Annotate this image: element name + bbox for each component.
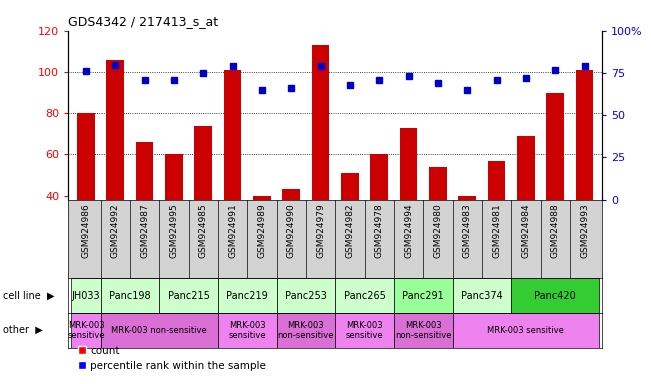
- Text: GSM924995: GSM924995: [169, 204, 178, 258]
- Bar: [429, 167, 447, 278]
- Text: cell line  ▶: cell line ▶: [3, 291, 55, 301]
- Text: MRK-003
sensitive: MRK-003 sensitive: [229, 321, 266, 340]
- Text: Panc265: Panc265: [344, 291, 385, 301]
- Text: MRK-003
sensitive: MRK-003 sensitive: [346, 321, 383, 340]
- Bar: [517, 136, 534, 278]
- Bar: [218, 278, 277, 313]
- Bar: [452, 313, 599, 348]
- Text: GSM924984: GSM924984: [521, 204, 531, 258]
- Text: GSM924985: GSM924985: [199, 204, 208, 258]
- Bar: [458, 195, 476, 278]
- Text: Panc253: Panc253: [285, 291, 327, 301]
- Bar: [165, 154, 183, 278]
- Bar: [72, 278, 101, 313]
- Text: MRK-003
sensitive: MRK-003 sensitive: [67, 321, 105, 340]
- Bar: [101, 313, 218, 348]
- Bar: [312, 45, 329, 278]
- Text: Panc420: Panc420: [534, 291, 576, 301]
- Bar: [400, 127, 417, 278]
- Bar: [370, 154, 388, 278]
- Text: GSM924993: GSM924993: [580, 204, 589, 258]
- Bar: [283, 189, 300, 278]
- Text: MRK-003 sensitive: MRK-003 sensitive: [488, 326, 564, 335]
- Bar: [335, 313, 394, 348]
- Text: GSM924981: GSM924981: [492, 204, 501, 258]
- Text: GSM924994: GSM924994: [404, 204, 413, 258]
- Bar: [107, 60, 124, 278]
- Bar: [277, 278, 335, 313]
- Bar: [101, 278, 159, 313]
- Text: GSM924992: GSM924992: [111, 204, 120, 258]
- Bar: [253, 195, 271, 278]
- Bar: [218, 313, 277, 348]
- Bar: [394, 278, 452, 313]
- Bar: [136, 142, 154, 278]
- Bar: [195, 126, 212, 278]
- Text: GSM924991: GSM924991: [228, 204, 237, 258]
- Text: GSM924989: GSM924989: [257, 204, 266, 258]
- Text: GSM924986: GSM924986: [81, 204, 90, 258]
- Text: GSM924979: GSM924979: [316, 204, 325, 258]
- Text: GSM924987: GSM924987: [140, 204, 149, 258]
- Text: GSM924980: GSM924980: [434, 204, 443, 258]
- Bar: [224, 70, 242, 278]
- Bar: [72, 313, 101, 348]
- Text: MRK-003
non-sensitive: MRK-003 non-sensitive: [395, 321, 452, 340]
- Text: GSM924978: GSM924978: [375, 204, 383, 258]
- Text: Panc198: Panc198: [109, 291, 151, 301]
- Bar: [341, 173, 359, 278]
- Text: GSM924988: GSM924988: [551, 204, 560, 258]
- Bar: [575, 70, 593, 278]
- Text: Panc215: Panc215: [168, 291, 210, 301]
- Text: MRK-003 non-sensitive: MRK-003 non-sensitive: [111, 326, 207, 335]
- Text: Panc219: Panc219: [227, 291, 268, 301]
- Text: GSM924983: GSM924983: [463, 204, 472, 258]
- Bar: [159, 278, 218, 313]
- Text: other  ▶: other ▶: [3, 325, 43, 335]
- Bar: [452, 278, 511, 313]
- Bar: [77, 113, 95, 278]
- Text: GSM924990: GSM924990: [287, 204, 296, 258]
- Text: GSM924982: GSM924982: [346, 204, 354, 258]
- Bar: [335, 278, 394, 313]
- Text: GDS4342 / 217413_s_at: GDS4342 / 217413_s_at: [68, 15, 219, 28]
- Text: JH033: JH033: [72, 291, 100, 301]
- Bar: [488, 161, 505, 278]
- Bar: [394, 313, 452, 348]
- Bar: [511, 278, 599, 313]
- Legend: count, percentile rank within the sample: count, percentile rank within the sample: [74, 341, 270, 375]
- Bar: [546, 93, 564, 278]
- Text: MRK-003
non-sensitive: MRK-003 non-sensitive: [278, 321, 334, 340]
- Bar: [277, 313, 335, 348]
- Text: Panc374: Panc374: [461, 291, 503, 301]
- Text: Panc291: Panc291: [402, 291, 444, 301]
